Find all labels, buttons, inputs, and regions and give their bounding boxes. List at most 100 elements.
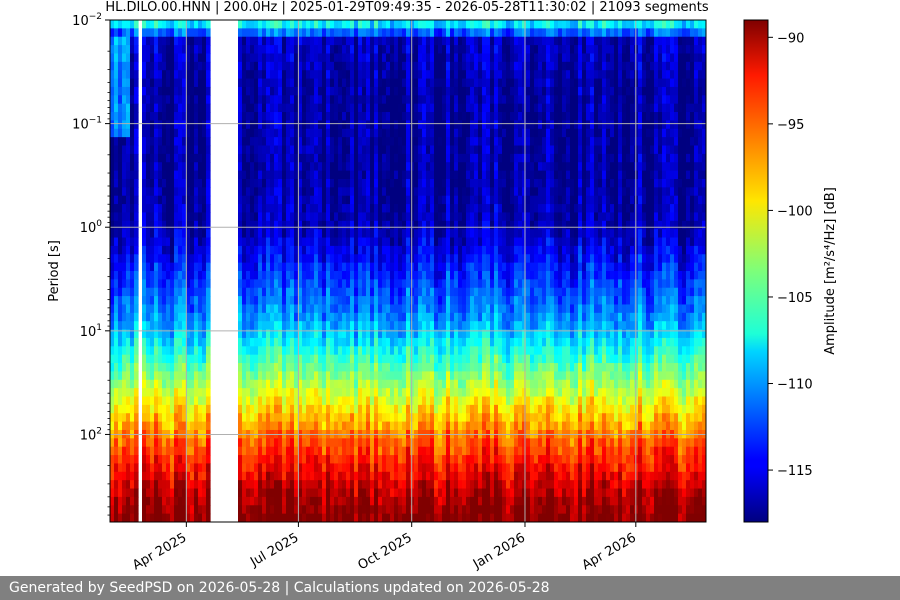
heatmap-cell [326,45,331,55]
heatmap-cell [462,455,467,465]
heatmap-cell [322,304,327,314]
heatmap-cell [466,337,471,347]
heatmap-cell [322,212,327,222]
heatmap-cell [434,446,439,456]
heatmap-cell [422,471,427,481]
heatmap-cell [194,120,199,130]
heatmap-cell [330,45,335,55]
heatmap-cell [202,61,207,71]
heatmap-cell [258,61,263,71]
heatmap-cell [238,312,243,322]
heatmap-cell [174,446,179,456]
heatmap-cell [310,438,315,448]
heatmap-cell [278,36,283,46]
heatmap-cell [422,262,427,272]
heatmap-cell [374,329,379,339]
heatmap-cell [318,463,323,473]
heatmap-cell [462,287,467,297]
heatmap-cell [258,371,263,381]
heatmap-cell [178,471,183,481]
heatmap-cell [130,438,135,448]
heatmap-cell [406,321,411,331]
heatmap-cell [190,187,195,197]
heatmap-cell [358,262,363,272]
heatmap-cell [258,170,263,180]
heatmap-cell [158,204,163,214]
heatmap-cell [254,137,259,147]
heatmap-cell [250,220,255,230]
heatmap-cell [378,396,383,406]
heatmap-cell [122,287,127,297]
heatmap-cell [362,329,367,339]
heatmap-cell [118,379,123,389]
heatmap-cell [182,488,187,498]
heatmap-cell [274,363,279,372]
heatmap-cell [198,455,203,465]
heatmap-cell [178,137,183,147]
heatmap-cell [358,329,363,339]
heatmap-cell [354,187,359,197]
heatmap-cell [354,463,359,473]
heatmap-cell [254,471,259,481]
heatmap-cell [370,229,375,239]
heatmap-cell [418,237,423,247]
heatmap-cell [270,271,275,280]
heatmap-cell [338,505,343,515]
heatmap-cell [306,388,311,398]
heatmap-cell [382,70,387,80]
heatmap-cell [342,421,347,431]
heatmap-cell [118,279,123,289]
heatmap-cell [462,271,467,280]
heatmap-cell [182,145,187,155]
heatmap-cell [170,28,175,38]
heatmap-cell [282,36,287,46]
heatmap-cell [334,262,339,272]
heatmap-cell [334,254,339,264]
heatmap-cell [262,86,267,96]
heatmap-cell [294,204,299,214]
heatmap-cell [338,379,343,389]
heatmap-cell [170,471,175,481]
heatmap-cell [146,505,151,515]
heatmap-cell [118,70,123,80]
heatmap-cell [198,220,203,230]
heatmap-cell [434,505,439,515]
heatmap-cell [202,20,207,29]
heatmap-cell [438,463,443,473]
heatmap-cell [162,254,167,264]
heatmap-cell [178,95,183,105]
heatmap-cell [142,28,147,38]
heatmap-cell [370,337,375,347]
heatmap-cell [358,162,363,172]
heatmap-cell [422,354,427,364]
heatmap-cell [306,178,311,188]
heatmap-cell [166,296,171,306]
heatmap-cell [186,455,191,465]
heatmap-cell [262,421,267,431]
heatmap-cell [198,463,203,473]
heatmap-cell [126,363,131,372]
heatmap-cell [338,354,343,364]
heatmap-cell [458,187,463,197]
heatmap-cell [430,86,435,96]
heatmap-cell [322,229,327,239]
heatmap-cell [450,271,455,280]
heatmap-cell [462,388,467,398]
heatmap-cell [258,178,263,188]
heatmap-cell [462,321,467,331]
heatmap-cell [342,78,347,88]
heatmap-cell [322,329,327,339]
heatmap-cell [150,95,155,105]
heatmap-cell [282,237,287,247]
heatmap-cell [206,388,211,398]
heatmap-cell [250,162,255,172]
heatmap-cell [262,78,267,88]
heatmap-cell [394,505,399,515]
heatmap-cell [258,120,263,130]
heatmap-cell [338,329,343,339]
heatmap-cell [130,513,135,522]
heatmap-cell [182,371,187,381]
heatmap-cell [458,262,463,272]
heatmap-cell [378,204,383,214]
heatmap-cell [346,312,351,322]
